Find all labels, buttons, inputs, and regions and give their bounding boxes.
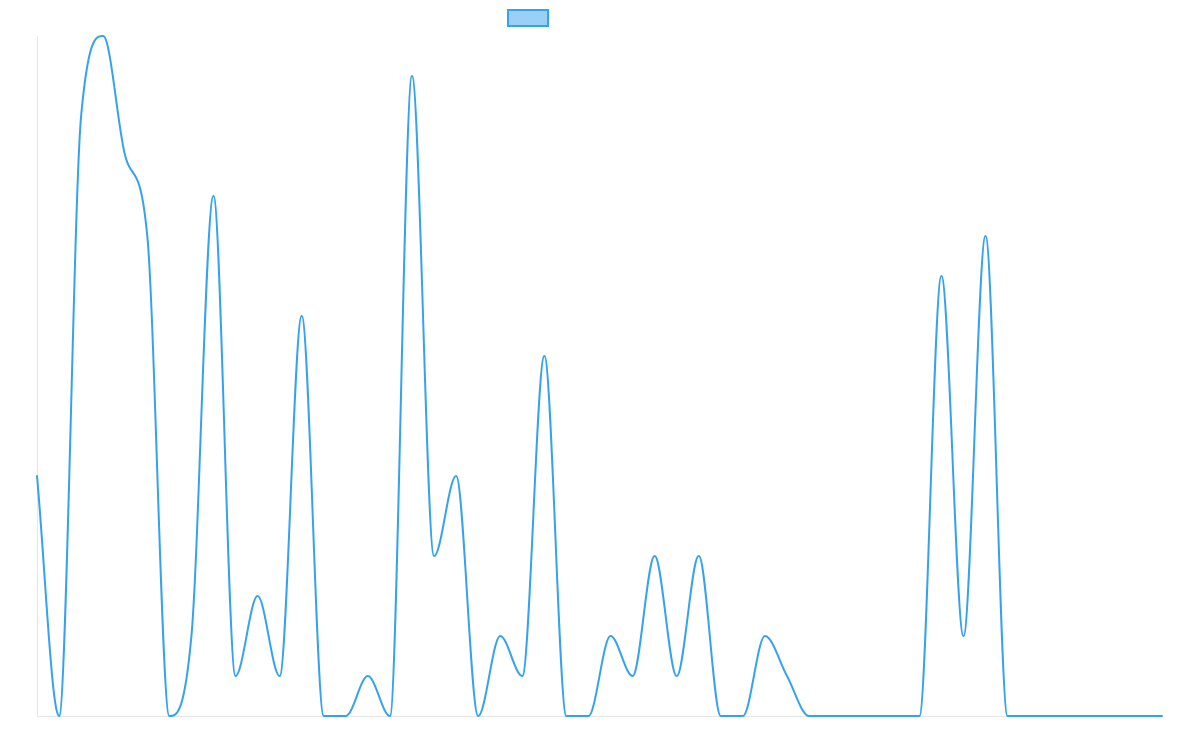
series-line	[36, 35, 1163, 717]
legend-swatch[interactable]	[507, 9, 549, 27]
